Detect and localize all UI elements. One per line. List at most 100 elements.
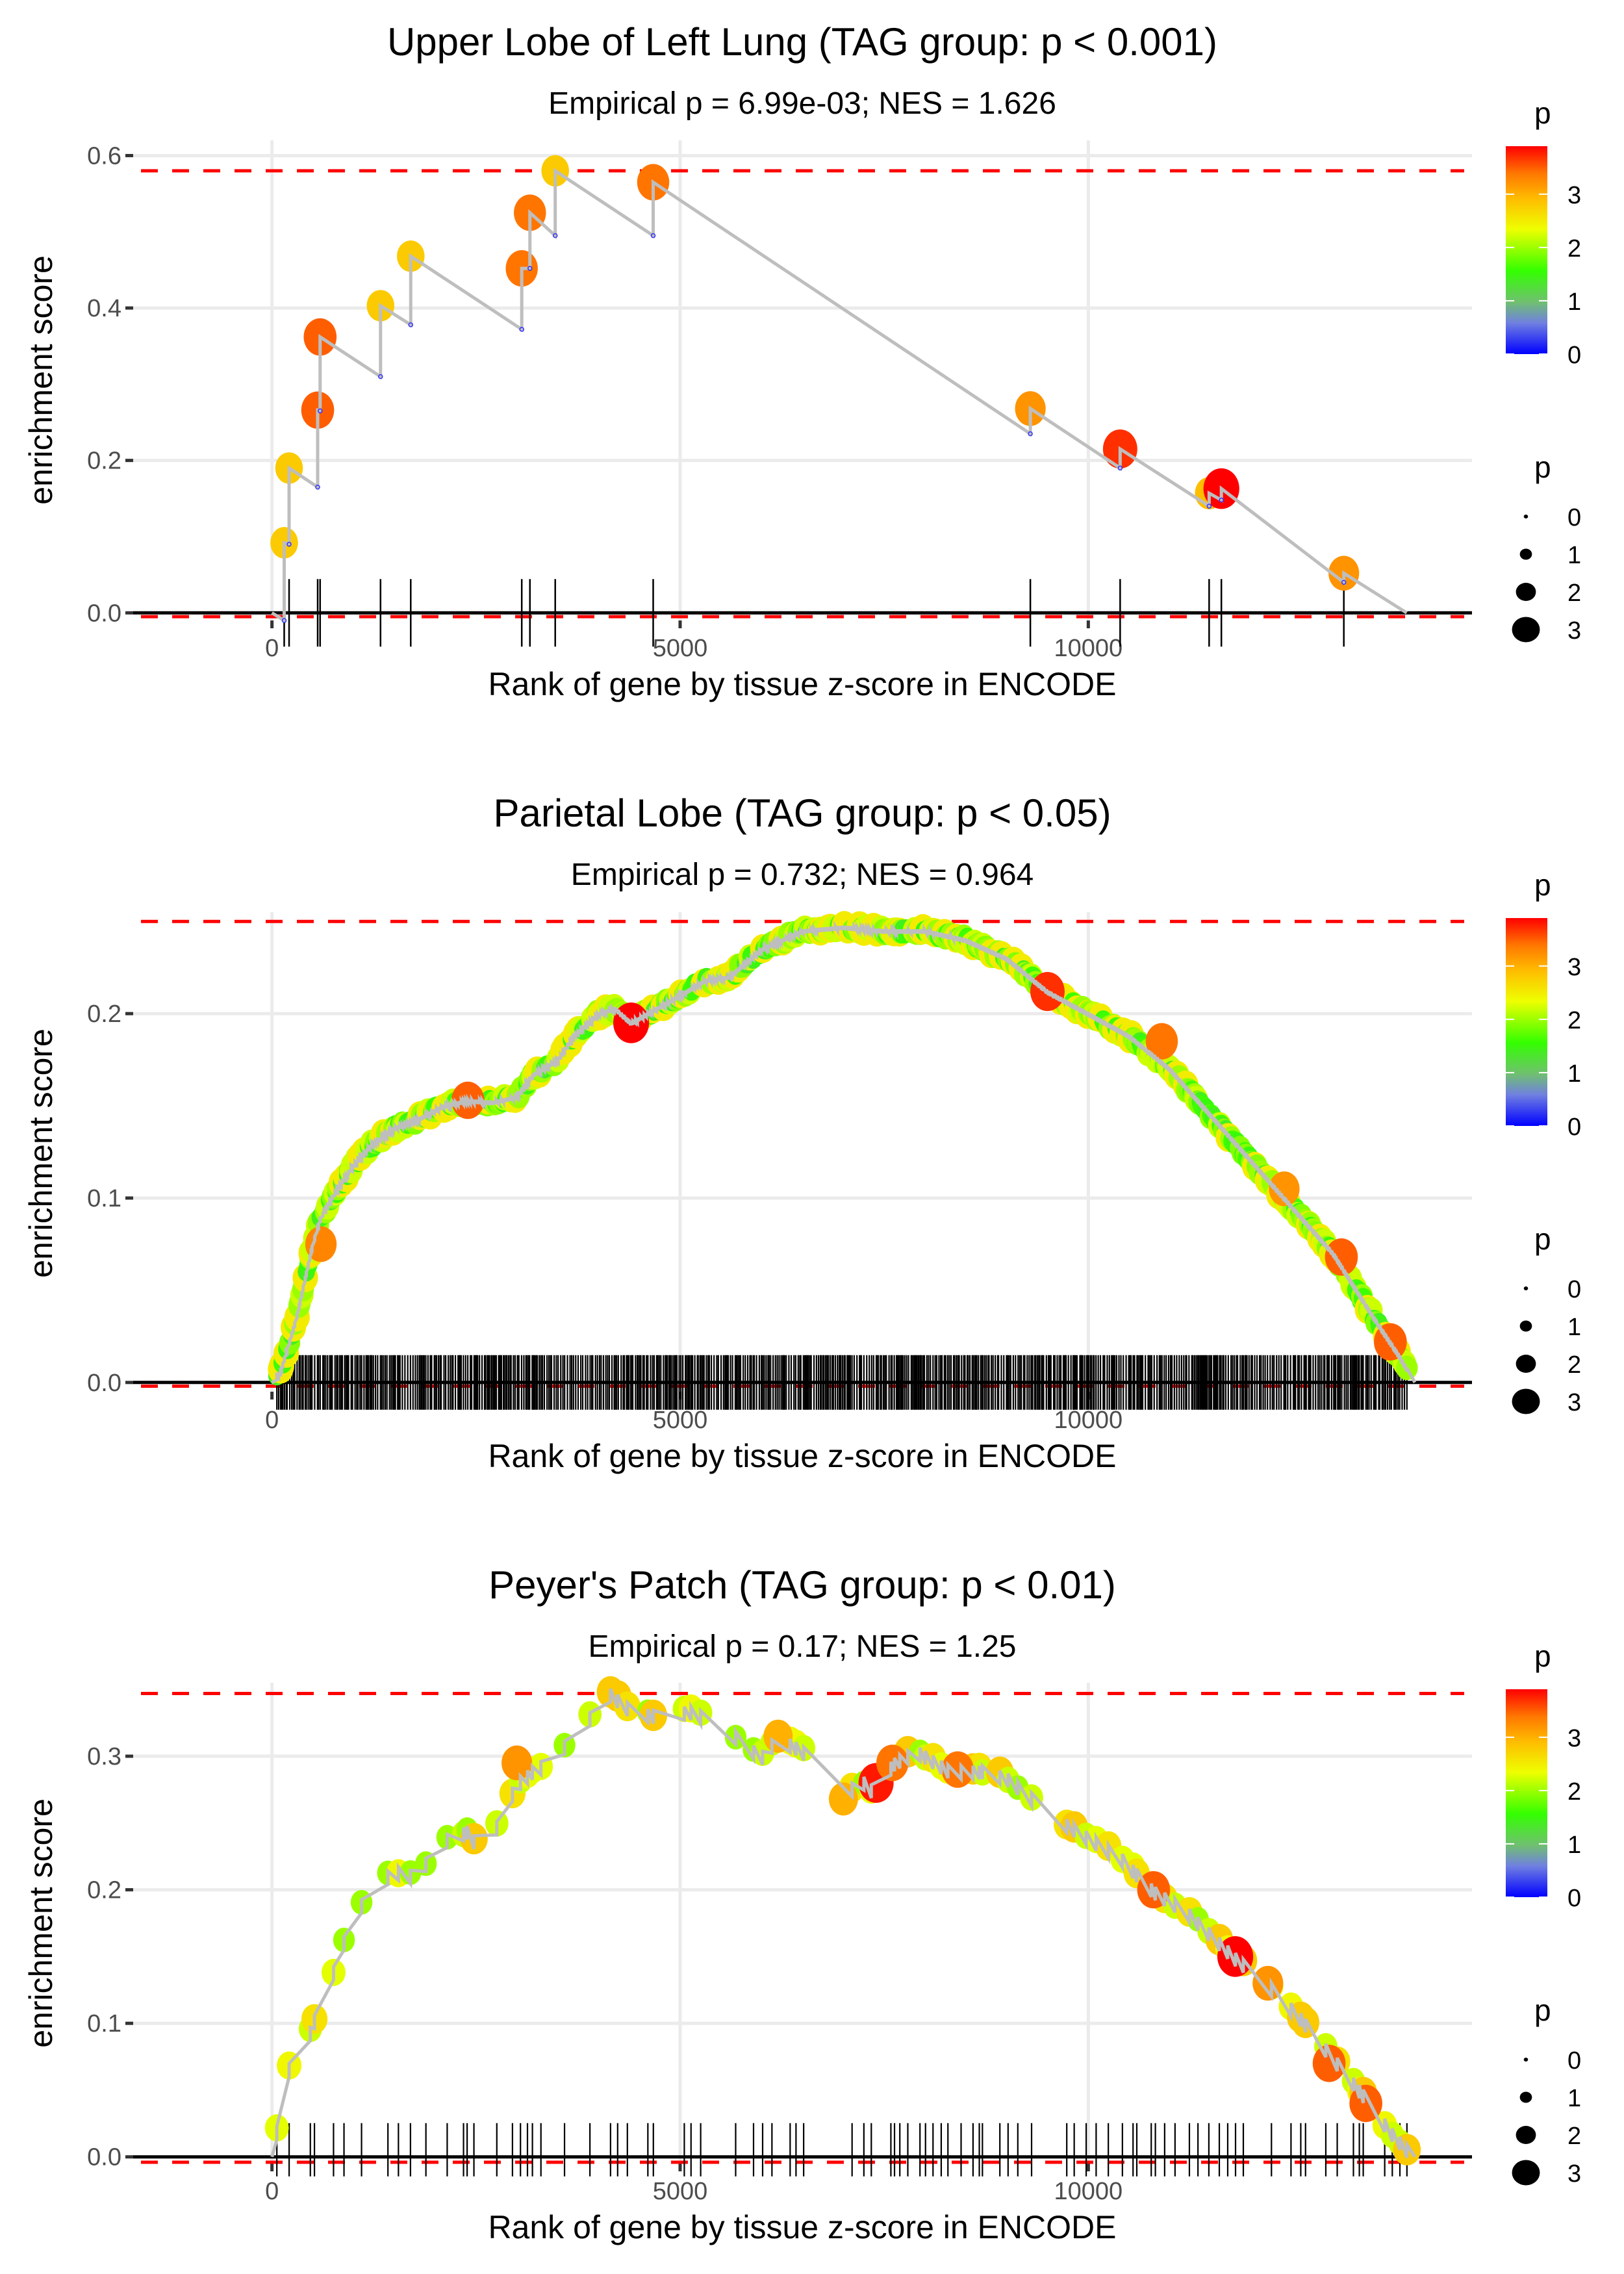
color-bar [1506, 146, 1547, 354]
enrichment-point-highlight [1325, 1238, 1358, 1276]
enrichment-point-highlight [1312, 2045, 1346, 2082]
panel-upper-lobe-left-lung: Upper Lobe of Left Lung (TAG group: p < … [23, 20, 1472, 702]
color-bar-label: 3 [1567, 954, 1581, 981]
pre-hit-point [286, 541, 292, 547]
y-tick-label: 0.2 [87, 448, 121, 475]
size-legend-dot [1512, 2160, 1540, 2186]
size-legend-dot [1523, 2058, 1529, 2062]
pre-hit-point [1206, 504, 1212, 509]
y-tick-label: 0.0 [87, 1370, 121, 1397]
pre-hit-point [378, 374, 383, 379]
size-legend-title: p [1534, 450, 1551, 484]
x-tick-label: 5000 [653, 635, 708, 662]
size-legend-dot [1523, 515, 1529, 518]
y-tick-label: 0.2 [87, 1001, 121, 1028]
panel-peyers-patch: Peyer's Patch (TAG group: p < 0.01) Empi… [23, 1563, 1472, 2245]
size-legend-dot [1519, 548, 1532, 560]
x-tick-label: 10000 [1054, 635, 1123, 662]
size-legend-label: 3 [1567, 1389, 1581, 1416]
size-legend-dot [1519, 2091, 1532, 2103]
x-tick-label: 5000 [653, 2178, 708, 2205]
color-bar-label: 0 [1567, 1114, 1581, 1141]
size-legend-dot [1512, 1388, 1540, 1414]
pre-hit-point [408, 322, 414, 327]
color-legend-title: p [1534, 1639, 1551, 1673]
x-axis-label: Rank of gene by tissue z-score in ENCODE [488, 666, 1116, 702]
color-bar-label: 0 [1567, 1885, 1581, 1912]
x-tick-label: 10000 [1054, 2178, 1123, 2205]
running-es-line [271, 168, 1408, 624]
y-axis-label: enrichment score [23, 1798, 59, 2048]
plot-area: 0.0 0.1 0.2 0.3 0 5000 10000 [87, 1676, 1472, 2205]
size-legend-label: 1 [1567, 2085, 1581, 2112]
enrichment-point-highlight [763, 1719, 793, 1753]
y-tick-label: 0.0 [87, 600, 121, 627]
color-bar-label: 1 [1567, 288, 1581, 316]
pre-hit-point [552, 233, 558, 238]
size-legend-title: p [1534, 1222, 1551, 1256]
x-tick-label: 10000 [1054, 1407, 1123, 1434]
size-legend-label: 2 [1567, 2123, 1581, 2150]
size-legend-dot [1519, 1320, 1532, 1332]
size-legend-label: 0 [1567, 2047, 1581, 2075]
color-legend-title: p [1534, 868, 1551, 902]
x-axis-label: Rank of gene by tissue z-score in ENCODE [488, 1438, 1116, 1474]
x-axis-label: Rank of gene by tissue z-score in ENCODE [488, 2209, 1116, 2245]
x-tick-label: 0 [265, 2178, 279, 2205]
pre-hit-point [519, 327, 524, 332]
y-axis-label: enrichment score [23, 255, 59, 505]
enrichment-point-highlight [941, 1751, 974, 1788]
color-bar-label: 2 [1567, 235, 1581, 262]
y-tick-label: 0.4 [87, 295, 121, 322]
size-legend-title: p [1534, 1993, 1551, 2027]
y-tick-label: 0.6 [87, 142, 121, 170]
size-legend-dot [1516, 583, 1536, 601]
y-tick-label: 0.2 [87, 1877, 121, 1904]
y-tick-label: 0.0 [87, 2144, 121, 2171]
plot-area: 0.0 0.2 0.4 0.6 0 5000 10000 [87, 140, 1472, 662]
pre-hit-point [318, 408, 323, 414]
pre-hit-point [1117, 465, 1123, 471]
color-bar [1506, 918, 1547, 1126]
color-bar-label: 2 [1567, 1778, 1581, 1806]
panel-subtitle: Empirical p = 0.17; NES = 1.25 [588, 1629, 1016, 1664]
x-tick-label: 5000 [653, 1407, 708, 1434]
size-legend-dot [1523, 1286, 1529, 1290]
running-es-line [270, 1688, 1417, 2158]
panel-title: Peyer's Patch (TAG group: p < 0.01) [488, 1563, 1116, 1607]
x-tick-label: 0 [265, 1407, 279, 1434]
size-legend-label: 3 [1567, 617, 1581, 645]
size-legend-label: 1 [1567, 1314, 1581, 1341]
size-legend-label: 0 [1567, 504, 1581, 531]
color-legend-title: p [1534, 96, 1551, 130]
running-es-line [271, 920, 1417, 1384]
pre-hit-point [281, 618, 287, 623]
y-tick-label: 0.3 [87, 1743, 121, 1770]
pre-hit-point [1028, 431, 1033, 437]
color-bar-label: 1 [1567, 1832, 1581, 1859]
color-bar-label: 3 [1567, 182, 1581, 209]
color-bar-label: 1 [1567, 1060, 1581, 1088]
size-legend-dot [1516, 1355, 1536, 1373]
color-bar-label: 2 [1567, 1007, 1581, 1034]
pre-hit-point [1341, 580, 1347, 585]
panel-parietal-lobe: Parietal Lobe (TAG group: p < 0.05) Empi… [23, 791, 1472, 1474]
size-legend-dot [1516, 2126, 1536, 2144]
y-tick-label: 0.1 [87, 1185, 121, 1212]
color-bar-label: 3 [1567, 1725, 1581, 1752]
pre-hit-point [1219, 497, 1224, 503]
pre-hit-point [527, 266, 533, 271]
size-legend-label: 2 [1567, 580, 1581, 607]
color-bar-label: 0 [1567, 342, 1581, 369]
y-axis-label: enrichment score [23, 1028, 59, 1278]
enrichment-point-highlight [501, 1745, 533, 1781]
panel-title: Upper Lobe of Left Lung (TAG group: p < … [387, 20, 1217, 64]
size-legend-label: 1 [1567, 542, 1581, 569]
size-legend-dot [1512, 617, 1540, 643]
panel-subtitle: Empirical p = 0.732; NES = 0.964 [571, 858, 1034, 892]
panel-subtitle: Empirical p = 6.99e-03; NES = 1.626 [548, 86, 1056, 121]
